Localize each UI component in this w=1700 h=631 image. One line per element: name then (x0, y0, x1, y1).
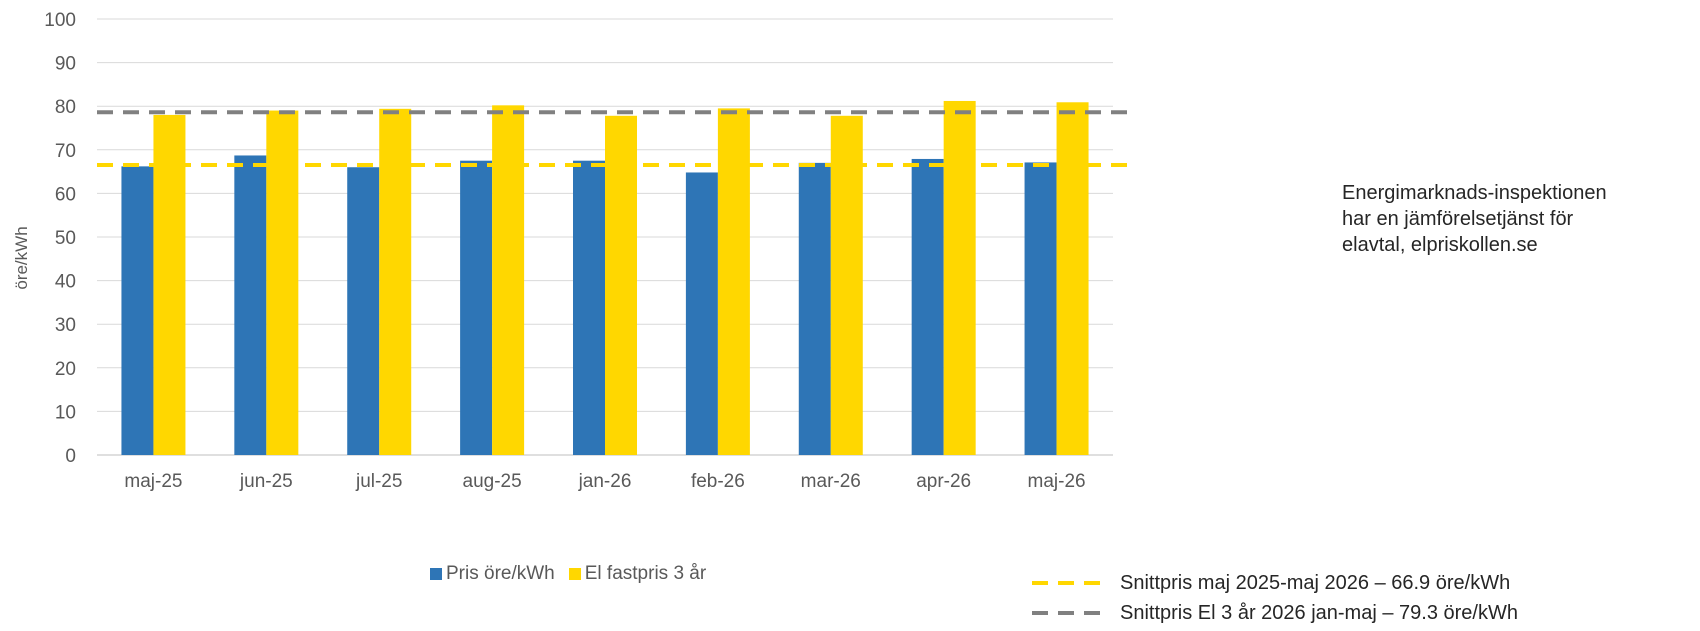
bar-fastpris-jun-25 (266, 110, 299, 455)
bar-pris-apr-26 (911, 158, 944, 455)
bar-pris-feb-26 (685, 172, 718, 456)
bar-pris-maj-26 (1024, 162, 1057, 455)
legend-swatch-fastpris (568, 568, 581, 580)
bar-pris-jul-25 (347, 167, 380, 456)
reference-line-legend: Snittpris maj 2025-maj 2026 – 66.9 öre/k… (1032, 568, 1518, 628)
y-tick-label: 20 (55, 359, 76, 380)
x-category-label: jun-25 (239, 471, 293, 492)
bar-pris-maj-25 (121, 166, 154, 456)
bar-fastpris-maj-26 (1056, 102, 1089, 455)
bar-fastpris-aug-25 (492, 105, 525, 455)
bar-pris-mar-26 (798, 162, 831, 455)
ref-legend-label-average: Snittpris maj 2025-maj 2026 – 66.9 öre/k… (1120, 571, 1511, 594)
x-category-label: jan-26 (578, 471, 632, 492)
ref-legend-row-average: Snittpris maj 2025-maj 2026 – 66.9 öre/k… (1032, 568, 1518, 598)
bar-fastpris-feb-26 (717, 108, 750, 455)
dash-yellow-icon (1032, 581, 1108, 585)
y-tick-label: 10 (55, 402, 76, 423)
legend-item-fastpris: El fastpris 3 år (568, 563, 707, 585)
elpriskollen-note: Energimarknads-inspektionen har en jämfö… (1342, 180, 1700, 258)
y-tick-label: 90 (55, 54, 76, 75)
x-axis-categories: maj-25 jun-25 jul-25 aug-25 jan-26 feb-26 mar-… (124, 471, 1085, 492)
bar-fastpris-maj-25 (153, 114, 186, 456)
note-line-1: Energimarknads-inspektionen (1342, 182, 1607, 204)
y-tick-label: 100 (44, 10, 76, 31)
bar-pris-jan-26 (573, 160, 605, 455)
bar-pris-jun-25 (234, 155, 267, 455)
x-category-label: jul-25 (355, 471, 402, 492)
y-tick-label: 80 (55, 97, 76, 118)
y-tick-label: 70 (55, 141, 76, 162)
note-line-2: har en jämförelsetjänst för (1342, 208, 1574, 230)
series-legend: Pris öre/kWh El fastpris 3 år (430, 563, 720, 585)
ref-legend-row-fixed: Snittpris El 3 år 2026 jan-maj – 79.3 ör… (1032, 598, 1518, 628)
y-tick-label: 30 (55, 315, 76, 336)
y-tick-label: 0 (65, 446, 76, 467)
legend-label-pris: Pris öre/kWh (446, 563, 555, 584)
bar-fastpris-apr-26 (943, 100, 976, 455)
legend-swatch-pris (430, 568, 442, 580)
legend-label-fastpris: El fastpris 3 år (584, 563, 707, 584)
bar-fastpris-jan-26 (605, 115, 637, 456)
ref-legend-label-fixed: Snittpris El 3 år 2026 jan-maj – 79.3 ör… (1120, 601, 1518, 624)
bar-fastpris-mar-26 (830, 115, 863, 456)
bars (121, 100, 1089, 456)
x-category-label: aug-25 (463, 471, 522, 492)
x-category-label: maj-26 (1028, 471, 1086, 492)
x-category-label: feb-26 (691, 471, 745, 492)
y-tick-label: 40 (55, 272, 76, 293)
legend-item-pris: Pris öre/kWh (430, 563, 555, 585)
y-axis-label: öre/kWh (12, 226, 31, 289)
y-tick-label: 60 (55, 184, 76, 205)
dash-gray-icon (1032, 611, 1108, 615)
y-tick-label: 50 (55, 228, 76, 249)
bar-pris-aug-25 (460, 160, 493, 455)
y-axis-ticks: 0 10 20 30 40 50 60 70 80 90 100 (44, 10, 76, 467)
x-category-label: maj-25 (124, 471, 182, 492)
reference-lines (97, 110, 1135, 168)
bar-fastpris-jul-25 (379, 108, 412, 455)
x-category-label: apr-26 (916, 471, 971, 492)
note-line-3: elavtal, elpriskollen.se (1342, 234, 1538, 256)
x-category-label: mar-26 (801, 471, 861, 492)
